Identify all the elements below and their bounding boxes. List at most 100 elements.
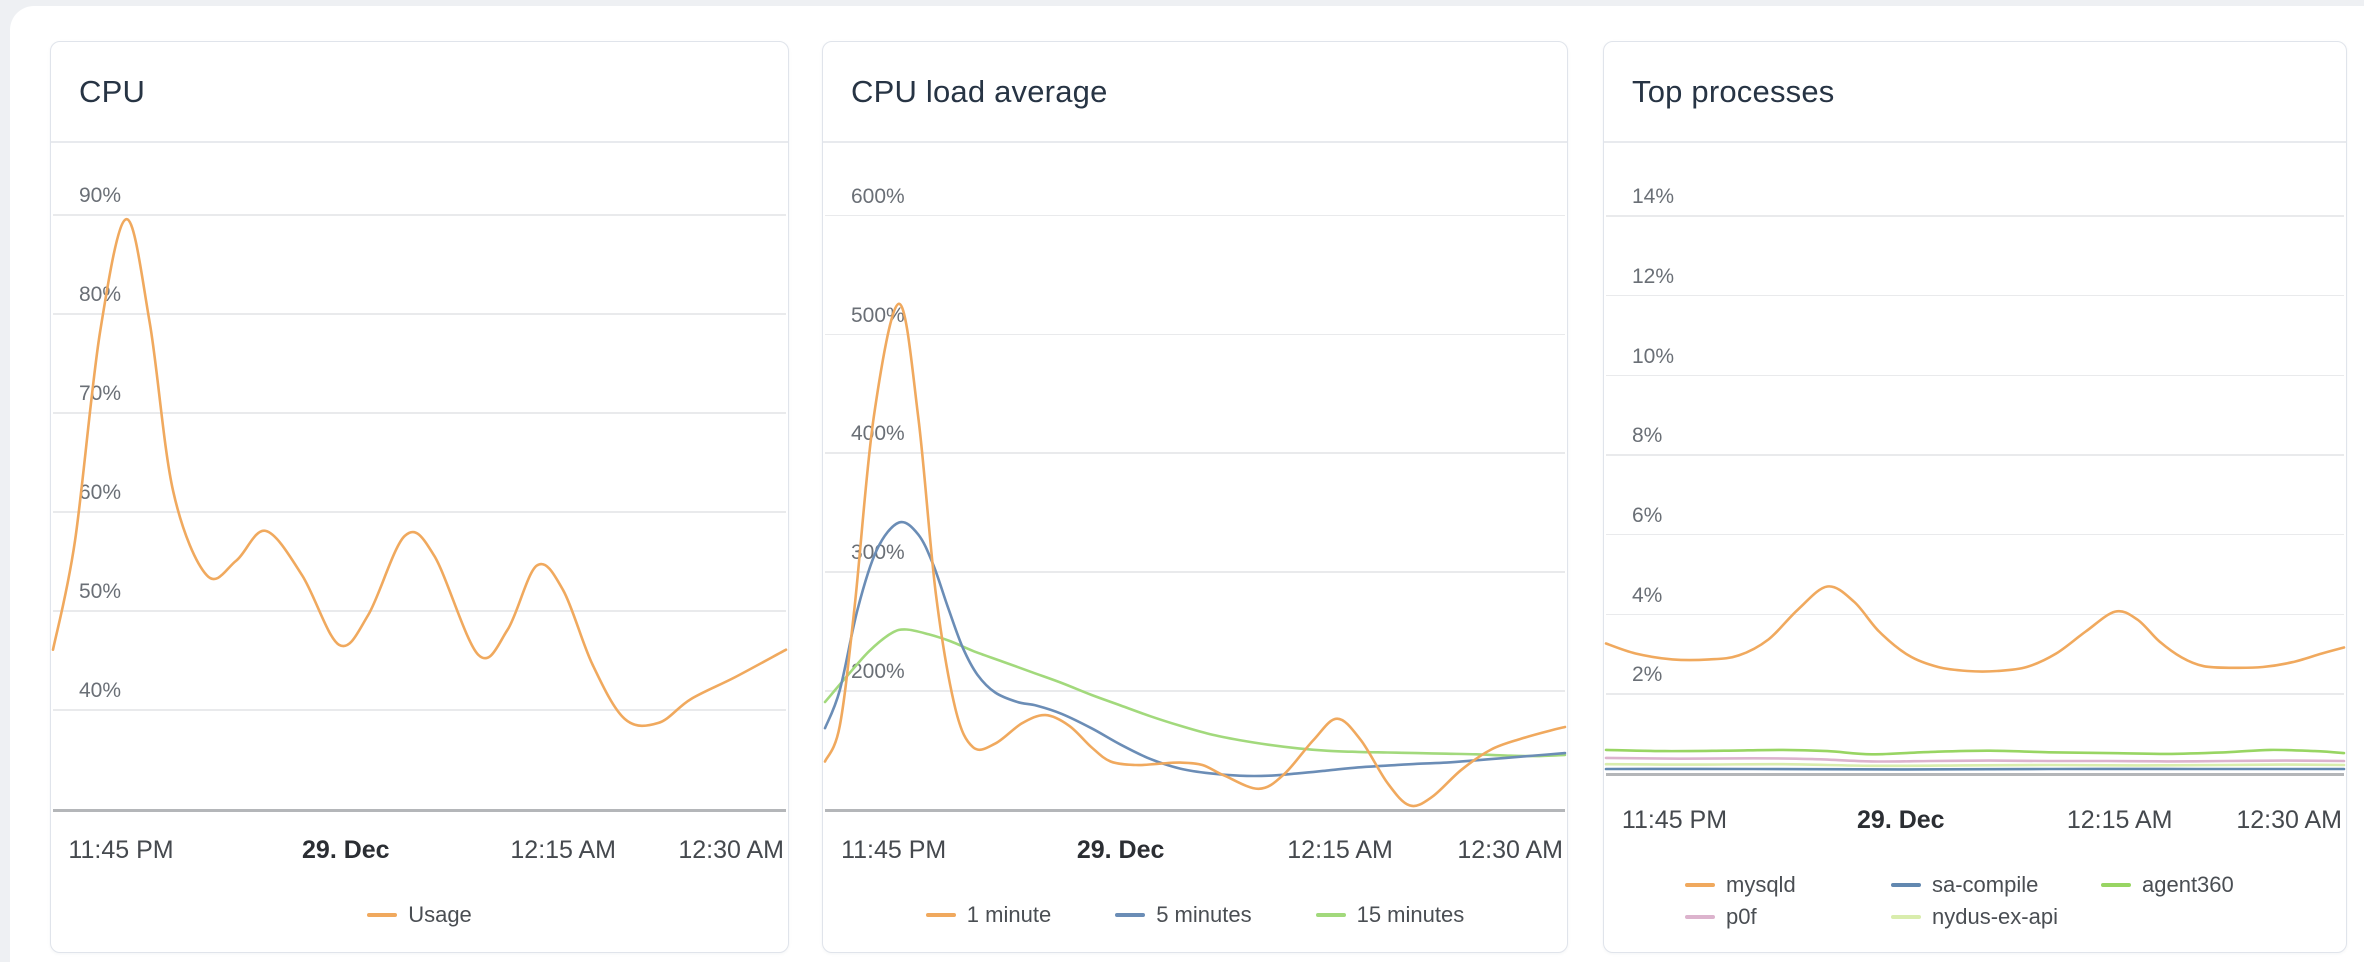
gridline-4% xyxy=(1606,613,2344,616)
gridline-50% xyxy=(53,610,786,612)
legend-swatch-icon xyxy=(1115,913,1146,917)
x-tick-label: 29. Dec xyxy=(302,836,390,864)
legend-row: p0f nydus-ex-api xyxy=(1685,902,2346,932)
chart-title-cpu: CPU xyxy=(79,74,146,109)
legend-item-nydus-ex-api[interactable]: nydus-ex-api xyxy=(1891,902,2058,932)
series-curve-5 minutes xyxy=(823,520,1567,778)
legend-item-p0f[interactable]: p0f xyxy=(1685,902,1757,932)
y-tick-label: 6% xyxy=(1632,503,1663,527)
legend-label: sa-compile xyxy=(1932,872,2039,897)
legend-item-15 minutes[interactable]: 15 minutes xyxy=(1315,902,1465,928)
y-tick-label: 90% xyxy=(79,184,122,208)
legend-swatch-icon xyxy=(367,913,398,917)
gridline-300% xyxy=(825,571,1565,573)
legend-item-agent360[interactable]: agent360 xyxy=(2101,870,2234,900)
legend-item-Usage[interactable]: Usage xyxy=(367,902,472,928)
chart-card-cpu-load-average: CPU load average 600% 500% 400% 300% 200% 11:… xyxy=(822,41,1568,953)
legend-label: agent360 xyxy=(2142,872,2234,897)
gridline-6% xyxy=(1606,533,2344,536)
card-header-divider xyxy=(51,141,788,143)
y-tick-label: 4% xyxy=(1632,583,1663,607)
gridline-200% xyxy=(825,690,1565,692)
series-curve-Usage xyxy=(51,217,788,728)
legend-label: p0f xyxy=(1726,904,1757,929)
gridline-14% xyxy=(1606,215,2344,217)
x-axis-line xyxy=(53,809,786,812)
gridline-60% xyxy=(53,511,786,513)
cpu-load-average-plot-area[interactable]: 600% 500% 400% 300% 200% 11:45 PM 29. Dec 12:15… xyxy=(823,42,1567,952)
legend-item-sa-compile[interactable]: sa-compile xyxy=(1891,870,2038,900)
gridline-400% xyxy=(825,452,1565,454)
chart-card-cpu: CPU 90% 80% 70% 60% 50% 40% 11:45 PM 29. Dec 12:… xyxy=(50,41,789,953)
x-tick-label: 12:15 AM xyxy=(1287,836,1393,864)
gridline-90% xyxy=(53,214,786,216)
gridline-600% xyxy=(825,214,1565,217)
series-curve-1 minute xyxy=(823,302,1567,808)
card-header-divider xyxy=(823,141,1567,143)
cpu-plot-area[interactable]: 90% 80% 70% 60% 50% 40% 11:45 PM 29. Dec 12:15 A… xyxy=(51,42,788,952)
gridline-70% xyxy=(53,412,786,414)
y-tick-label: 60% xyxy=(79,481,122,505)
y-tick-label: 14% xyxy=(1632,185,1675,209)
legend-item-5 minutes[interactable]: 5 minutes xyxy=(1115,902,1252,928)
y-tick-label: 200% xyxy=(851,660,905,684)
card-header-divider xyxy=(1604,141,2346,143)
legend-row: Usage xyxy=(51,901,788,929)
x-tick-label: 11:45 PM xyxy=(1621,806,1728,834)
legend-label: mysqld xyxy=(1726,872,1796,897)
gridline-40% xyxy=(53,709,786,711)
legend-row: 1 minute 5 minutes 15 minutes xyxy=(823,901,1567,929)
x-tick-label: 11:45 PM xyxy=(68,836,174,864)
gridline-500% xyxy=(825,333,1565,336)
x-tick-label: 12:15 AM xyxy=(510,836,617,864)
legend-label: 15 minutes xyxy=(1356,902,1465,927)
legend-swatch-icon xyxy=(2101,883,2131,887)
y-tick-label: 70% xyxy=(79,382,122,406)
legend-swatch-icon xyxy=(1685,915,1715,919)
x-tick-label: 12:15 AM xyxy=(2066,806,2173,834)
chart-title-top-processes: Top processes xyxy=(1632,74,1835,109)
chart-card-top-processes: Top processes 14% 12% 10% 8% 6% 4% 2% 11:45 PM 2… xyxy=(1603,41,2347,953)
legend-row: mysqld sa-compile agent360 xyxy=(1685,870,2346,900)
chart-title-cpu-load-average: CPU load average xyxy=(851,74,1108,109)
legend-swatch-icon xyxy=(925,913,956,917)
y-tick-label: 80% xyxy=(79,283,122,307)
legend-label: 1 minute xyxy=(966,902,1052,927)
x-tick-label: 29. Dec xyxy=(1076,836,1165,864)
y-tick-label: 2% xyxy=(1632,663,1663,687)
series-curve-15 minutes xyxy=(823,628,1567,758)
series-curve-mysqld xyxy=(1604,585,2346,673)
legend-item-mysqld[interactable]: mysqld xyxy=(1685,870,1796,900)
legend-swatch-icon xyxy=(1891,915,1921,919)
gridline-8% xyxy=(1606,454,2344,456)
legend-label: 5 minutes xyxy=(1156,902,1252,927)
top-processes-plot-area[interactable]: 14% 12% 10% 8% 6% 4% 2% 11:45 PM 29. Dec 12:15 AM… xyxy=(1604,42,2346,952)
series-curve-agent360 xyxy=(1604,748,2346,756)
y-tick-label: 10% xyxy=(1632,344,1675,368)
x-axis-line xyxy=(1606,773,2344,776)
y-tick-label: 50% xyxy=(79,580,122,604)
legend-swatch-icon xyxy=(1315,913,1346,917)
y-tick-label: 300% xyxy=(851,541,905,565)
legend-label: Usage xyxy=(408,902,472,927)
y-tick-label: 8% xyxy=(1632,424,1663,448)
x-axis-line xyxy=(825,809,1565,812)
gridline-2% xyxy=(1606,693,2344,695)
x-tick-label: 12:30 AM xyxy=(2236,806,2342,834)
legend-item-1 minute[interactable]: 1 minute xyxy=(925,902,1052,928)
y-tick-label: 12% xyxy=(1632,264,1675,288)
gridline-10% xyxy=(1606,374,2344,376)
series-curve-nydus-ex-api xyxy=(1604,762,2346,768)
x-tick-label: 29. Dec xyxy=(1857,806,1945,834)
legend-swatch-icon xyxy=(1685,883,1715,887)
series-curve-p0f xyxy=(1604,756,2346,763)
y-tick-label: 600% xyxy=(851,184,905,208)
x-tick-label: 11:45 PM xyxy=(841,836,947,864)
x-tick-label: 12:30 AM xyxy=(678,836,784,864)
legend-label: nydus-ex-api xyxy=(1932,904,2058,929)
gridline-12% xyxy=(1606,294,2344,297)
gridline-80% xyxy=(53,313,786,315)
y-tick-label: 40% xyxy=(79,679,122,703)
y-tick-label: 400% xyxy=(851,422,905,446)
x-tick-label: 12:30 AM xyxy=(1457,836,1563,864)
